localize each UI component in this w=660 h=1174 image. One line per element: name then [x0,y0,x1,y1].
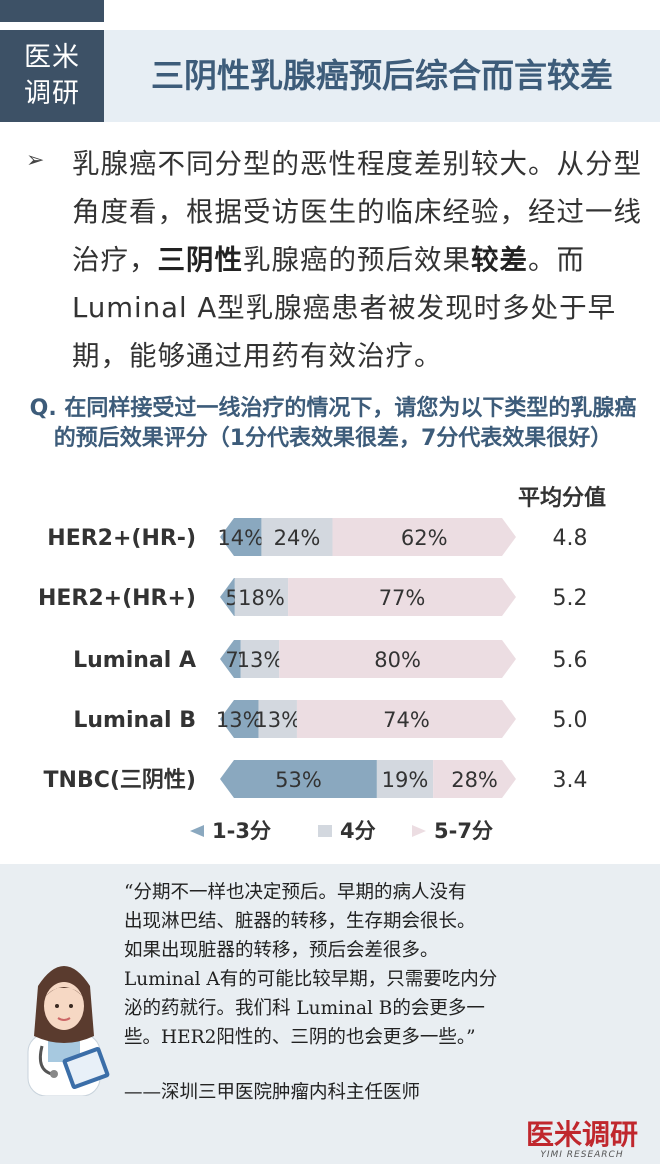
brand-subtitle: YIMI RESEARCH [540,1150,624,1160]
summary-bold-2: 较差 [471,244,528,276]
legend-swatch-low [190,825,204,837]
quote-author: ——深圳三甲医院肿瘤内科主任医师 [124,1082,421,1103]
summary-part-2: 乳腺癌的预后效果 [243,244,471,276]
page-header: 医米 调研 三阴性乳腺癌预后综合而言较差 [0,30,660,122]
brand-name: 医米调研 [525,1118,638,1151]
bar-segment [279,640,516,678]
data-label: 13% [216,708,263,732]
data-label: 13% [237,648,284,672]
data-label: 24% [274,526,321,550]
average-value: 3.4 [553,768,588,793]
summary-part-1: 乳腺癌不同分型的恶性程度差别较大。从分型角度看，根据受访医生的临床经验，经过一线… [72,148,642,276]
average-value: 5.0 [553,708,588,733]
arrow-bullet-icon: ➢ [26,148,45,173]
data-label: 74% [383,708,430,732]
category-label: HER2+(HR+) [38,586,196,611]
quote-line: 如果出现脏器的转移，预后会差很多。 [124,940,439,961]
brand-logo: 医米调研 YIMI RESEARCH [512,1120,652,1166]
doctor-quote: “分期不一样也决定预后。早期的病人没有 出现淋巴结、脏器的转移，生存期会很长。 … [124,878,644,1052]
bar-segment [220,518,262,556]
bar-segment [220,700,259,738]
data-label: 19% [382,768,429,792]
legend-label-high: 5-7分 [434,819,493,843]
data-label: 28% [451,768,498,792]
category-label: TNBC(三阴性) [44,768,196,793]
data-label: 77% [379,586,426,610]
quote-panel [0,864,660,1164]
bar-segment [220,760,377,798]
average-value: 4.8 [553,526,588,551]
category-label: HER2+(HR-) [47,526,196,551]
data-label: 14% [217,526,264,550]
bar-segment [288,578,516,616]
legend-label-mid: 4分 [340,819,376,843]
summary-text: 乳腺癌不同分型的恶性程度差别较大。从分型角度看，根据受访医生的临床经验，经过一线… [72,140,642,380]
average-column-header: 平均分值 [518,486,607,511]
data-label: 13% [254,708,301,732]
quote-line: 出现淋巴结、脏器的转移，生存期会很长。 [124,911,476,932]
legend-swatch-high [412,825,426,837]
data-label: 53% [275,768,322,792]
average-value: 5.2 [553,586,588,611]
legend-swatch-mid [318,825,332,837]
bar-segment [258,700,297,738]
summary-part-3: 。而Luminal A型乳腺癌患者被发现时多处于早期，能够通过用药有效治疗。 [72,244,617,372]
legend-label-low: 1-3分 [212,819,271,843]
bar-segment [376,760,434,798]
doctor-illustration [27,966,110,1096]
quote-line: Luminal A有的可能比较早期，只需要吃内分 [124,969,498,990]
data-label: 62% [401,526,448,550]
stacked-bar-chart: HER2+(HR-)14%24%62%4.8HER2+(HR+)5%18%77%… [38,518,588,798]
bar-segment [261,518,333,556]
bar-segment [296,700,516,738]
bar-segment [240,640,280,678]
logo-line-2: 调研 [24,78,80,109]
quote-line: 些。HER2阳性的、三阴的也会更多一些。” [124,1027,476,1048]
quote-line: 泌的药就行。我们科 Luminal B的会更多一 [124,998,485,1019]
header-tab-decoration [0,0,104,22]
average-value: 5.6 [553,648,588,673]
page-title: 三阴性乳腺癌预后综合而言较差 [104,30,660,122]
data-label: 18% [238,586,285,610]
bar-segment [220,640,241,678]
bar-segment [220,578,235,616]
bar-segment [332,518,516,556]
chart-legend: 1-3分 4分 5-7分 [190,816,630,846]
bar-segment [234,578,289,616]
summary-bold-1: 三阴性 [157,244,243,276]
logo: 医米 调研 [0,30,104,122]
category-label: Luminal A [73,648,196,673]
logo-line-1: 医米 [24,42,80,73]
survey-question: Q. 在同样接受过一线治疗的情况下，请您为以下类型的乳腺癌的预后效果评分（1分代… [29,396,637,451]
quote-line: “分期不一样也决定预后。早期的病人没有 [124,882,467,903]
bar-segment [433,760,516,798]
category-label: Luminal B [73,708,196,733]
data-label: 80% [374,648,421,672]
